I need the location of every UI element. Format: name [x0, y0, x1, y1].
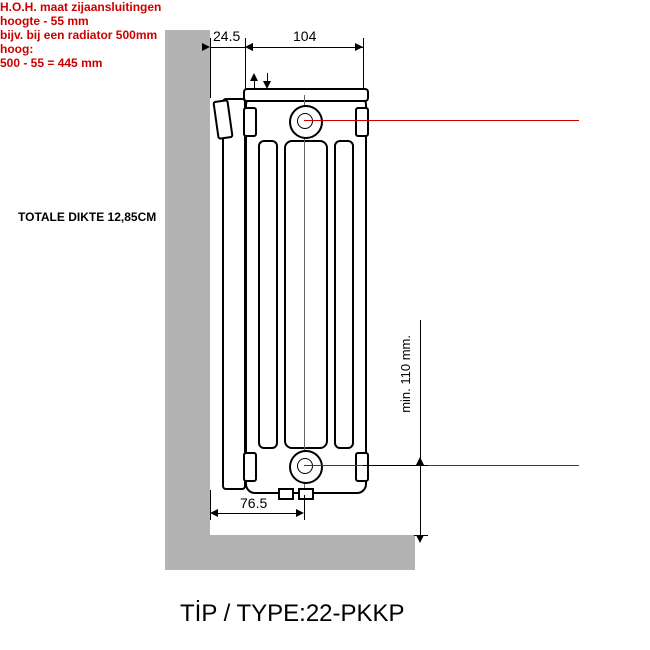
radiator-panel-right: [334, 140, 354, 449]
bottom-stub-2: [298, 488, 314, 500]
annotation-line2: hoogte - 55 mm: [0, 14, 650, 28]
flow-line: [254, 81, 255, 89]
mounting-bracket: [222, 98, 246, 490]
dim-label-gap: 24.5: [213, 28, 240, 44]
dim-arrow: [416, 535, 424, 543]
dim-arrow: [355, 43, 363, 51]
dim-label-width: 104: [293, 28, 316, 44]
annotation-line5: 500 - 55 = 445 mm: [0, 56, 650, 70]
side-connector-left-bot: [243, 452, 257, 482]
flow-arrow-icon: [250, 73, 258, 81]
radiator-panel-left: [258, 140, 278, 449]
wall-horizontal: [165, 535, 415, 570]
radiator-top-cap: [243, 88, 369, 102]
dim-arrow: [245, 43, 253, 51]
dim-line-minheight: [420, 320, 421, 535]
dim-line-width: [253, 47, 363, 48]
type-label: TİP / TYPE:22-PKKP: [180, 600, 405, 628]
annotation-line4: hoog:: [0, 42, 650, 56]
flow-line: [267, 73, 268, 81]
connector-top-inner: [297, 113, 313, 129]
dim-label-minheight: min. 110 mm.: [398, 335, 413, 413]
side-connector-right-bot: [355, 452, 369, 482]
dim-arrow: [416, 457, 424, 465]
dim-ext-bottom-2: [304, 495, 305, 520]
bottom-stub-1: [278, 488, 294, 500]
total-thickness-label: TOTALE DIKTE 12,85CM: [18, 210, 156, 224]
dim-line-gap: [210, 47, 245, 48]
red-ref-line-bottom: [304, 465, 579, 466]
annotation-line3: bijv. bij een radiator 500mm: [0, 28, 650, 42]
side-connector-left: [243, 107, 257, 137]
flow-arrow-icon: [263, 81, 271, 89]
dim-line-offset: [218, 513, 296, 514]
connector-bottom-inner: [297, 458, 313, 474]
dim-label-offset: 76.5: [240, 495, 267, 511]
center-line: [304, 95, 305, 490]
dim-arrow: [202, 43, 210, 51]
wall-vertical: [165, 30, 210, 570]
dim-ext-right: [363, 465, 428, 466]
annotation-line1: H.O.H. maat zijaansluitingen: [0, 0, 650, 14]
diagram-canvas: 24.5 104 H.O.H. maat zijaansluitingen ho…: [0, 0, 650, 650]
side-connector-right: [355, 107, 369, 137]
red-ref-line-top: [304, 120, 579, 121]
radiator-panel-center: [284, 140, 328, 449]
dim-arrow: [296, 509, 304, 517]
dim-arrow: [210, 509, 218, 517]
